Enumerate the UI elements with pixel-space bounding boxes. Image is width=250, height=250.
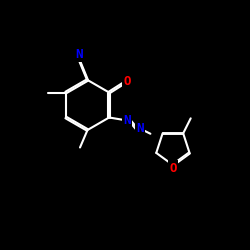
Text: N: N <box>75 48 82 61</box>
Text: O: O <box>169 162 177 174</box>
Text: N: N <box>124 114 131 126</box>
Text: N: N <box>136 122 143 135</box>
Text: O: O <box>124 75 131 88</box>
